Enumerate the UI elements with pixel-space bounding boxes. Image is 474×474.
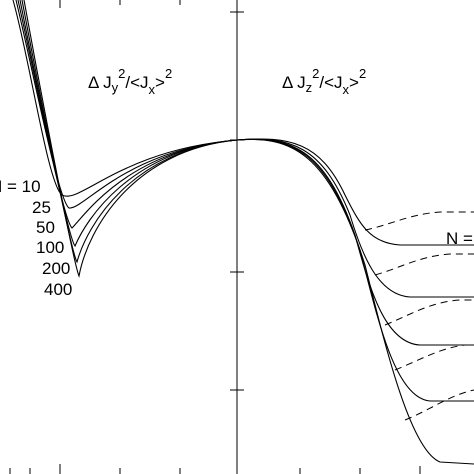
right-panel-label: Δ Jz2/<Jx>2: [282, 66, 366, 97]
n-label: N = 10: [0, 177, 41, 196]
n-label: 25: [32, 198, 51, 217]
axis-ticks: [9, 0, 421, 474]
n-label: 400: [44, 280, 72, 299]
left-panel-label: Δ Jy2/<Jx>2: [88, 66, 172, 97]
n-label: 50: [36, 218, 55, 237]
n-label: 100: [36, 238, 64, 257]
right-curves: [236, 138, 474, 465]
n-label: 200: [42, 259, 70, 278]
n-label: N =: [446, 229, 473, 248]
left-curves: [12, 0, 238, 278]
